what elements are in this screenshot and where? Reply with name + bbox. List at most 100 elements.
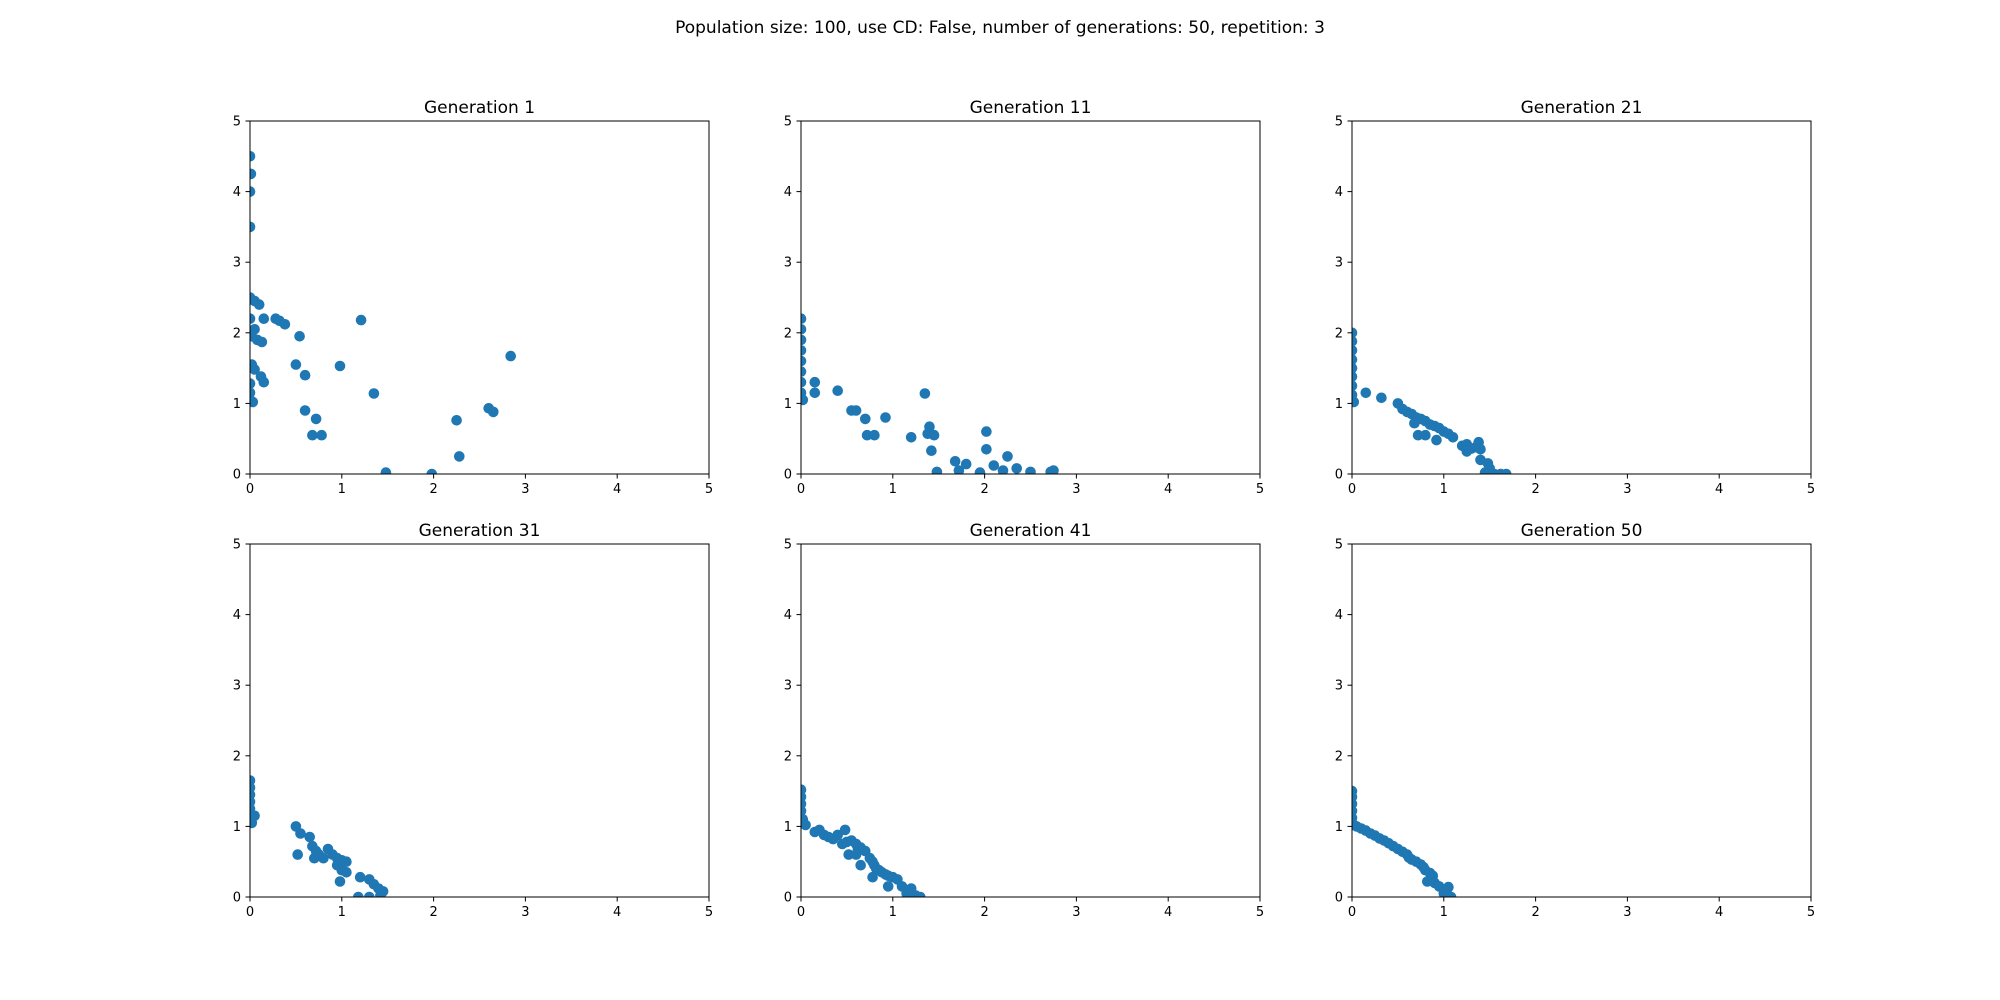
x-tick-label: 3 — [521, 905, 529, 920]
scatter-points — [250, 151, 516, 474]
scatter-point — [353, 891, 364, 897]
scatter-point — [1445, 891, 1457, 897]
scatter-point — [905, 432, 917, 443]
x-tick-label: 5 — [1256, 905, 1264, 920]
scatter-point — [380, 467, 392, 474]
y-tick-label: 2 — [1335, 749, 1343, 764]
scatter-point — [258, 376, 270, 388]
scatter-point — [1500, 468, 1512, 474]
axes-frame — [1351, 120, 1812, 475]
scatter-point — [839, 824, 851, 836]
y-tick-label: 0 — [233, 891, 241, 906]
y-tick-label: 0 — [1335, 891, 1343, 906]
y-tick-label: 0 — [784, 468, 792, 483]
scatter-point — [1025, 466, 1036, 474]
subplot-title: Generation 21 — [1521, 98, 1643, 118]
subplot: Generation 21 0 1 2 3 4 5 0 1 2 3 4 5 — [1335, 98, 1815, 497]
y-tick-label: 1 — [1335, 397, 1343, 412]
scatter-point — [292, 849, 304, 860]
scatter-point — [931, 466, 943, 474]
scatter-point — [1412, 429, 1424, 441]
x-tick-label: 1 — [338, 905, 346, 920]
x-tick-label: 2 — [429, 482, 437, 497]
x-tick-label: 2 — [1531, 905, 1539, 920]
scatter-point — [316, 429, 327, 441]
scatter-point — [1431, 434, 1442, 446]
scatter-point — [919, 388, 931, 399]
scatter-point — [1352, 336, 1358, 347]
subplot: Generation 1 0 1 2 3 4 5 0 1 2 3 4 5 — [233, 98, 713, 497]
scatter-point — [454, 451, 465, 462]
y-tick-label: 1 — [784, 820, 792, 835]
scatter-point — [801, 345, 807, 356]
scatter-point — [1352, 362, 1358, 374]
scatter-point — [290, 359, 302, 370]
x-tick-label: 0 — [246, 482, 254, 497]
scatter-points — [1352, 327, 1512, 474]
x-tick-label: 1 — [889, 482, 897, 497]
x-tick-label: 0 — [246, 905, 254, 920]
x-tick-label: 3 — [521, 482, 529, 497]
scatter-point — [1002, 451, 1013, 462]
scatter-point — [1479, 467, 1491, 474]
scatter-point — [801, 819, 811, 831]
y-tick-label: 3 — [784, 679, 792, 694]
y-tick-label: 1 — [233, 397, 241, 412]
scatter-point — [309, 852, 320, 864]
subplot-title: Generation 41 — [970, 521, 1092, 541]
axes-frame — [249, 543, 710, 898]
x-tick-label: 3 — [1623, 905, 1631, 920]
scatter-point — [295, 828, 306, 839]
scatter-point — [1420, 429, 1431, 441]
scatter-point — [1352, 380, 1358, 392]
x-tick-label: 4 — [613, 905, 621, 920]
scatter-point — [294, 331, 305, 342]
axes-frame — [249, 120, 710, 475]
scatter-point — [1461, 446, 1473, 457]
scatter-point — [1048, 465, 1059, 474]
scatter-point — [867, 871, 878, 883]
y-tick-label: 3 — [1335, 256, 1343, 271]
x-tick-label: 4 — [1164, 905, 1172, 920]
scatter-point — [341, 867, 352, 878]
axes-frame — [800, 543, 1261, 898]
scatter-points — [801, 313, 1059, 474]
scatter-point — [915, 891, 926, 897]
scatter-point — [250, 378, 256, 389]
scatter-point — [801, 313, 807, 324]
scatter-point — [809, 376, 821, 388]
x-tick-label: 1 — [1440, 905, 1448, 920]
y-tick-label: 0 — [784, 891, 792, 906]
y-tick-label: 5 — [233, 115, 241, 130]
scatter-point — [250, 168, 257, 180]
y-tick-label: 1 — [784, 397, 792, 412]
scatter-point — [304, 831, 316, 843]
scatter-point — [801, 334, 807, 346]
scatter-point — [505, 350, 516, 362]
y-tick-label: 2 — [233, 749, 241, 764]
scatter-point — [341, 856, 352, 867]
scatter-point — [488, 406, 499, 418]
x-tick-label: 0 — [1348, 482, 1356, 497]
scatter-point — [256, 336, 268, 348]
scatter-point — [880, 412, 891, 423]
scatter-point — [988, 460, 1000, 471]
scatter-point — [1011, 463, 1022, 474]
scatter-point — [334, 876, 346, 887]
scatter-point — [949, 456, 961, 467]
subplot: Generation 31 0 1 2 3 4 5 0 1 2 3 4 5 — [233, 521, 713, 920]
scatter-point — [860, 413, 871, 425]
scatter-point — [981, 444, 992, 455]
x-tick-label: 1 — [889, 905, 897, 920]
scatter-point — [250, 313, 256, 324]
y-tick-label: 5 — [233, 538, 241, 553]
y-tick-label: 5 — [784, 115, 792, 130]
x-tick-label: 3 — [1072, 905, 1080, 920]
scatter-point — [1352, 354, 1358, 365]
scatter-point — [850, 405, 862, 416]
scatter-point — [801, 324, 807, 335]
y-tick-label: 4 — [233, 185, 241, 200]
y-tick-label: 2 — [1335, 326, 1343, 341]
y-tick-label: 5 — [1335, 115, 1343, 130]
